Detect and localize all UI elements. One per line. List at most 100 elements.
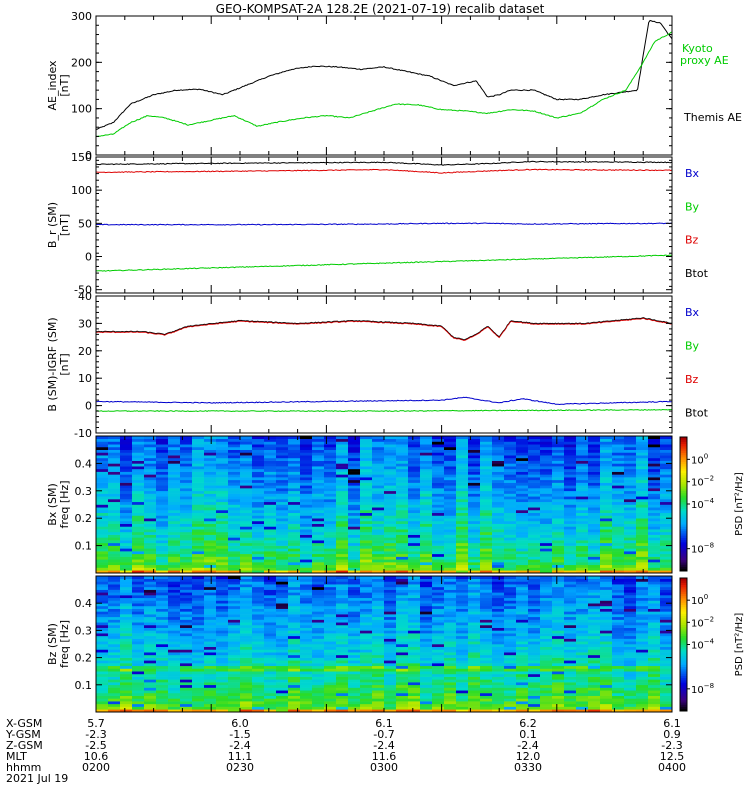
spectrogram-cell bbox=[600, 548, 613, 552]
spectrogram-cell bbox=[384, 654, 397, 658]
spectrogram-cell bbox=[132, 663, 145, 667]
spectrogram-cell bbox=[528, 663, 541, 667]
spectrogram-cell bbox=[264, 616, 277, 620]
spectrogram-cell bbox=[264, 605, 277, 609]
spectrogram-cell bbox=[276, 562, 289, 566]
spectrogram-cell bbox=[432, 682, 445, 686]
spectrogram-cell bbox=[300, 649, 313, 653]
spectrogram-cell bbox=[264, 436, 277, 440]
spectrogram-cell bbox=[516, 531, 529, 535]
spectrogram-cell bbox=[360, 452, 373, 456]
spectrogram-cell bbox=[600, 627, 613, 631]
spectrogram-cell bbox=[480, 668, 493, 672]
spectrogram-cell bbox=[300, 449, 313, 453]
spectrogram-cell bbox=[180, 709, 193, 713]
spectrogram-cell bbox=[312, 559, 325, 563]
spectrogram-cell bbox=[456, 507, 469, 511]
spectrogram-cell bbox=[504, 641, 517, 645]
spectrogram-cell bbox=[120, 703, 133, 707]
spectrogram-cell bbox=[564, 622, 577, 626]
spectrogram-cell bbox=[456, 690, 469, 694]
spectrogram-cell bbox=[432, 466, 445, 470]
spectrogram-cell bbox=[516, 466, 529, 470]
spectrogram-cell bbox=[216, 504, 229, 508]
spectrogram-cell bbox=[168, 471, 181, 475]
spectrogram-cell bbox=[228, 619, 241, 623]
spectrogram-cell bbox=[192, 531, 205, 535]
spectrogram-cell bbox=[564, 589, 577, 593]
spectrogram-cell bbox=[564, 690, 577, 694]
spectrogram-cell bbox=[636, 515, 649, 519]
spectrogram-cell bbox=[156, 570, 169, 574]
spectrogram-cell bbox=[624, 436, 637, 440]
spectrogram-cell bbox=[588, 578, 601, 582]
spectrogram-cell bbox=[300, 463, 313, 467]
spectrogram-cell bbox=[408, 501, 421, 505]
spectrogram-cell bbox=[432, 649, 445, 653]
spectrogram-cell bbox=[108, 706, 121, 710]
spectrogram-cell bbox=[384, 581, 397, 585]
spectrogram-cell bbox=[216, 646, 229, 650]
spectrogram-cell bbox=[120, 622, 133, 626]
spectrogram-cell bbox=[648, 553, 661, 557]
spectrogram-cell bbox=[492, 614, 505, 618]
spectrogram-cell bbox=[552, 654, 565, 658]
spectrogram-cell bbox=[576, 616, 589, 620]
spectrogram-cell bbox=[180, 545, 193, 549]
spectrogram-cell bbox=[600, 545, 613, 549]
spectrogram-cell bbox=[396, 436, 409, 440]
spectrogram-cell bbox=[432, 436, 445, 440]
spectrogram-cell bbox=[300, 624, 313, 628]
spectrogram-cell bbox=[564, 701, 577, 705]
spectrogram-cell bbox=[600, 463, 613, 467]
spectrogram-cell bbox=[252, 488, 265, 492]
spectrogram-cell bbox=[444, 490, 457, 494]
spectrogram-cell bbox=[444, 603, 457, 607]
spectrogram-cell bbox=[96, 679, 109, 683]
spectrogram-cell bbox=[204, 485, 217, 489]
spectrogram-cell bbox=[552, 540, 565, 544]
spectrogram-cell bbox=[504, 551, 517, 555]
spectrogram-cell bbox=[228, 614, 241, 618]
spectrogram-cell bbox=[372, 698, 385, 702]
spectrogram-cell bbox=[252, 614, 265, 618]
spectrogram-cell bbox=[156, 499, 169, 503]
spectrogram-cell bbox=[300, 652, 313, 656]
spectrogram-cell bbox=[108, 654, 121, 658]
spectrogram-cell bbox=[588, 657, 601, 661]
spectrogram-cell bbox=[252, 649, 265, 653]
spectrogram-cell bbox=[264, 660, 277, 664]
spectrogram-cell bbox=[264, 463, 277, 467]
spectrogram-cell bbox=[612, 545, 625, 549]
spectrogram-cell bbox=[312, 660, 325, 664]
spectrogram-cell bbox=[660, 449, 673, 453]
spectrogram-cell bbox=[372, 682, 385, 686]
spectrogram-cell bbox=[108, 551, 121, 555]
spectrogram-cell bbox=[492, 540, 505, 544]
spectrogram-cell bbox=[444, 668, 457, 672]
spectrogram-cell bbox=[612, 663, 625, 667]
spectrogram-cell bbox=[108, 633, 121, 637]
spectrogram-cell bbox=[216, 499, 229, 503]
spectrogram-cell bbox=[108, 499, 121, 503]
spectrogram-cell bbox=[264, 663, 277, 667]
spectrogram-cell bbox=[480, 589, 493, 593]
spectrogram-cell bbox=[516, 537, 529, 541]
spectrogram-cell bbox=[408, 706, 421, 710]
panel-bz_spec: 0.10.20.30.4Bz (SM)freq [Hz] bbox=[46, 575, 673, 713]
spectrogram-cell bbox=[228, 660, 241, 664]
spectrogram-cell bbox=[384, 468, 397, 472]
spectrogram-cell bbox=[156, 529, 169, 533]
spectrogram-cell bbox=[492, 616, 505, 620]
spectrogram-cell bbox=[300, 581, 313, 585]
spectrogram-cell bbox=[420, 633, 433, 637]
spectrogram-cell bbox=[348, 438, 361, 442]
spectrogram-cell bbox=[324, 523, 337, 527]
spectrogram-cell bbox=[384, 526, 397, 530]
spectrogram-cell bbox=[120, 455, 133, 459]
spectrogram-cell bbox=[624, 523, 637, 527]
spectrogram-cell bbox=[324, 608, 337, 612]
spectrogram-cell bbox=[96, 663, 109, 667]
spectrogram-cell bbox=[252, 597, 265, 601]
spectrogram-cell bbox=[612, 449, 625, 453]
